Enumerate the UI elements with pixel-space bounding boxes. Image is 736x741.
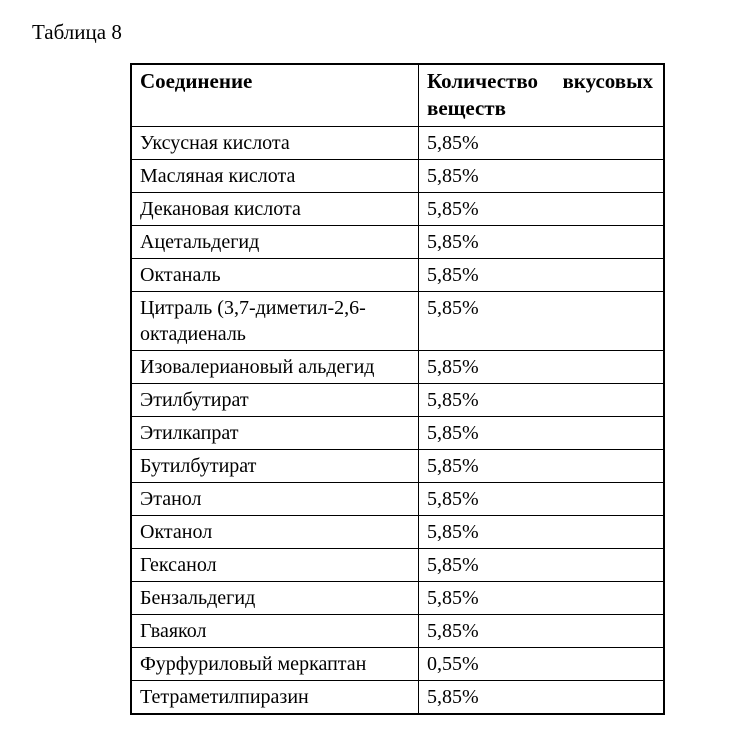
table-row: Бензальдегид5,85% [131,581,664,614]
cell-amount: 5,85% [419,482,665,515]
cell-compound: Изовалериановый альдегид [131,350,419,383]
table-row: Октанол5,85% [131,515,664,548]
cell-amount: 5,85% [419,383,665,416]
cell-amount: 0,55% [419,647,665,680]
cell-compound: Бензальдегид [131,581,419,614]
table-row: Гексанол5,85% [131,548,664,581]
cell-compound: Этилбутират [131,383,419,416]
cell-amount: 5,85% [419,350,665,383]
cell-compound: Тетраметилпиразин [131,680,419,714]
col-header-compound: Соединение [131,64,419,126]
compounds-table: Соединение Количество вкусовых веществ У… [130,63,665,715]
table-caption: Таблица 8 [32,20,706,45]
table-row: Фурфуриловый меркаптан0,55% [131,647,664,680]
table-row: Этанол5,85% [131,482,664,515]
cell-compound: Масляная кислота [131,159,419,192]
cell-amount: 5,85% [419,258,665,291]
table-row: Бутилбутират5,85% [131,449,664,482]
cell-compound: Октаналь [131,258,419,291]
cell-amount: 5,85% [419,192,665,225]
cell-amount: 5,85% [419,126,665,159]
table-row: Уксусная кислота5,85% [131,126,664,159]
cell-compound: Декановая кислота [131,192,419,225]
table-row: Октаналь5,85% [131,258,664,291]
cell-amount: 5,85% [419,416,665,449]
cell-amount: 5,85% [419,581,665,614]
table-row: Изовалериановый альдегид5,85% [131,350,664,383]
cell-compound: Фурфуриловый меркаптан [131,647,419,680]
cell-amount: 5,85% [419,291,665,350]
cell-amount: 5,85% [419,680,665,714]
table-row: Декановая кислота5,85% [131,192,664,225]
table-row: Этилбутират5,85% [131,383,664,416]
cell-compound: Этилкапрат [131,416,419,449]
cell-compound: Этанол [131,482,419,515]
cell-compound: Цитраль (3,7-диметил-2,6-октадиеналь [131,291,419,350]
table-row: Цитраль (3,7-диметил-2,6-октадиеналь5,85… [131,291,664,350]
cell-compound: Октанол [131,515,419,548]
col-header-amount-line1: Количество вкусовых [427,68,653,95]
cell-amount: 5,85% [419,225,665,258]
table-row: Масляная кислота5,85% [131,159,664,192]
cell-compound: Уксусная кислота [131,126,419,159]
table-row: Этилкапрат5,85% [131,416,664,449]
table-row: Тетраметилпиразин5,85% [131,680,664,714]
cell-amount: 5,85% [419,449,665,482]
cell-amount: 5,85% [419,159,665,192]
cell-amount: 5,85% [419,548,665,581]
table-wrap: Соединение Количество вкусовых веществ У… [130,63,665,715]
col-header-amount-line2: веществ [427,95,653,122]
table-row: Ацетальдегид5,85% [131,225,664,258]
cell-compound: Гексанол [131,548,419,581]
cell-compound: Бутилбутират [131,449,419,482]
cell-amount: 5,85% [419,515,665,548]
table-header-row: Соединение Количество вкусовых веществ [131,64,664,126]
table-body: Уксусная кислота5,85%Масляная кислота5,8… [131,126,664,714]
cell-compound: Ацетальдегид [131,225,419,258]
col-header-amount: Количество вкусовых веществ [419,64,665,126]
